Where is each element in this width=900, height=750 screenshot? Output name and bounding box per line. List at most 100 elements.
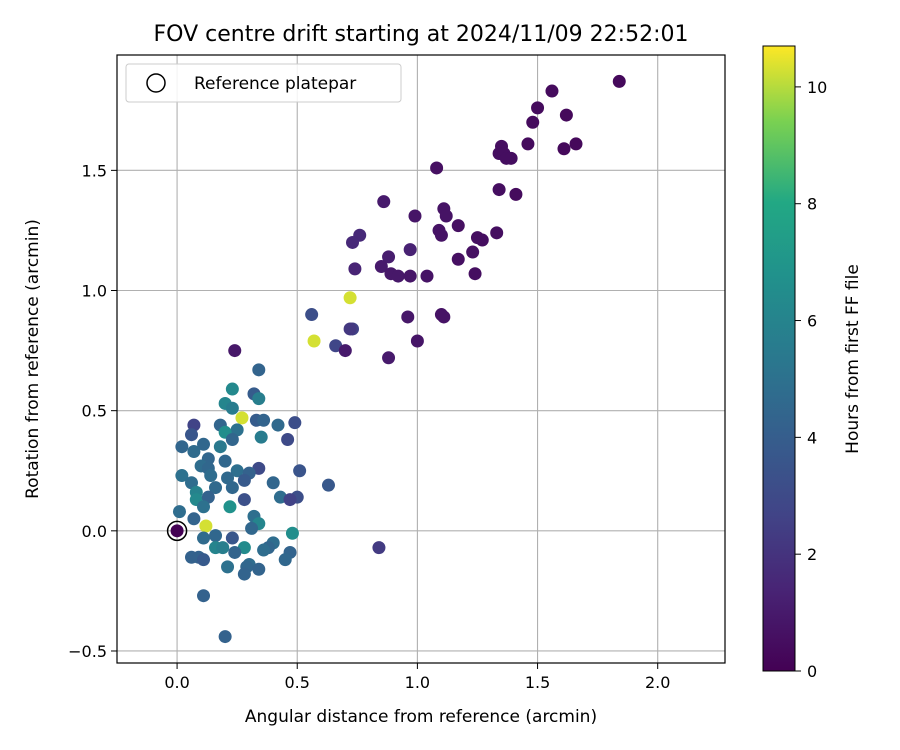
x-tick-label: 0.5 xyxy=(285,673,310,692)
data-point xyxy=(184,428,198,442)
data-point xyxy=(230,464,244,478)
data-point xyxy=(228,344,242,358)
data-point xyxy=(545,84,559,98)
data-point xyxy=(271,418,285,432)
data-point xyxy=(348,262,362,276)
data-point xyxy=(218,454,232,468)
data-point xyxy=(346,235,360,249)
plot-frame xyxy=(116,54,726,664)
data-point xyxy=(403,243,417,257)
data-point xyxy=(451,252,465,266)
colorbar-tick-label: 0 xyxy=(807,662,817,681)
data-point xyxy=(237,493,251,507)
data-point xyxy=(252,392,266,406)
data-point xyxy=(382,351,396,365)
data-point xyxy=(281,433,295,447)
data-point xyxy=(221,560,235,574)
data-point xyxy=(184,476,198,490)
data-point xyxy=(321,478,335,492)
data-point xyxy=(283,493,297,507)
plot-area xyxy=(117,55,725,663)
data-point xyxy=(197,531,211,545)
data-point xyxy=(252,461,266,475)
data-point xyxy=(439,209,453,223)
data-point xyxy=(225,382,239,396)
data-point xyxy=(257,543,271,557)
data-point xyxy=(374,259,388,273)
data-point xyxy=(490,226,504,240)
data-point xyxy=(201,490,215,504)
data-point xyxy=(557,142,571,156)
data-point xyxy=(492,183,506,197)
data-point xyxy=(213,440,227,454)
data-point xyxy=(559,108,573,122)
colorbar-tick-label: 8 xyxy=(807,195,817,214)
colorbar-tick-label: 2 xyxy=(807,545,817,564)
data-point xyxy=(172,505,186,519)
data-point xyxy=(305,308,319,322)
data-point xyxy=(257,413,271,427)
data-point xyxy=(475,233,489,247)
data-point xyxy=(307,334,321,348)
x-tick-label: 2.0 xyxy=(645,673,670,692)
data-point xyxy=(225,481,239,495)
data-point xyxy=(223,500,237,514)
data-point xyxy=(175,440,189,454)
data-point xyxy=(408,209,422,223)
data-point xyxy=(225,531,239,545)
data-point xyxy=(218,630,232,644)
data-point xyxy=(216,541,230,555)
y-tick-label: 0.5 xyxy=(82,402,107,421)
data-point xyxy=(420,269,434,283)
colorbar-label: Hours from first FF file xyxy=(843,264,863,454)
x-tick-label: 1.5 xyxy=(525,673,550,692)
data-point xyxy=(266,476,280,490)
data-point xyxy=(225,401,239,415)
legend-label-reference: Reference platepar xyxy=(194,74,356,94)
data-point xyxy=(391,269,405,283)
data-point xyxy=(526,115,540,129)
data-point xyxy=(235,411,249,425)
data-point xyxy=(343,291,357,305)
data-point xyxy=(197,589,211,603)
data-points xyxy=(166,74,626,644)
data-point xyxy=(199,519,213,533)
data-point xyxy=(430,161,444,175)
data-point xyxy=(237,473,251,487)
data-point xyxy=(329,339,343,353)
data-point xyxy=(230,423,244,437)
data-point xyxy=(410,334,424,348)
data-point xyxy=(237,541,251,555)
data-point xyxy=(221,471,235,485)
data-point xyxy=(468,267,482,281)
colorbar-tick-label: 10 xyxy=(807,78,827,97)
data-point xyxy=(245,521,259,535)
data-point xyxy=(209,529,223,543)
data-point xyxy=(382,250,396,264)
data-point xyxy=(225,433,239,447)
y-tick-label: 0.0 xyxy=(82,522,107,541)
data-point xyxy=(569,137,583,151)
data-point xyxy=(531,101,545,115)
data-point xyxy=(254,430,268,444)
reference-point xyxy=(170,524,184,538)
data-point xyxy=(252,562,266,576)
data-point xyxy=(293,464,307,478)
colorbar-gradient xyxy=(762,45,796,672)
data-point xyxy=(434,228,448,242)
colorbar-ticks: 0 2 4 6 8 10 xyxy=(795,78,827,681)
x-tick-label: 0.0 xyxy=(164,673,189,692)
y-tick-label: 1.0 xyxy=(82,282,107,301)
data-point xyxy=(504,151,518,165)
data-point xyxy=(521,137,535,151)
data-point xyxy=(278,553,292,567)
data-point xyxy=(372,541,386,555)
colorbar-tick-label: 6 xyxy=(807,312,817,331)
data-point xyxy=(204,469,218,483)
data-point xyxy=(175,469,189,483)
data-point xyxy=(338,344,352,358)
data-point xyxy=(288,416,302,430)
chart-title: FOV centre drift starting at 2024/11/09 … xyxy=(154,22,689,47)
data-point xyxy=(466,245,480,259)
